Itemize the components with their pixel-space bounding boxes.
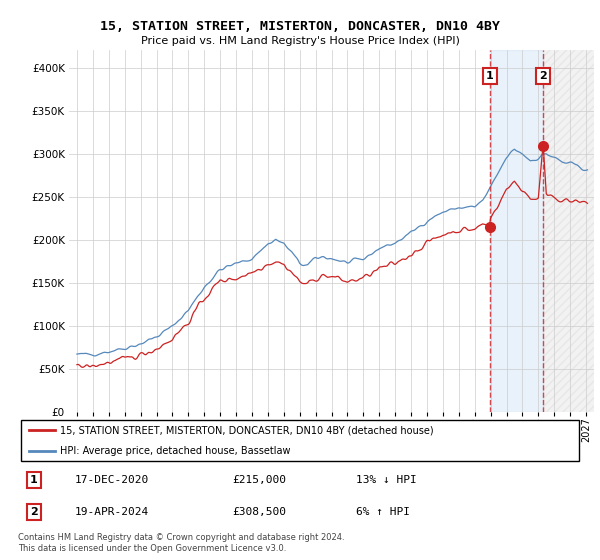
Text: HPI: Average price, detached house, Bassetlaw: HPI: Average price, detached house, Bass… [60,446,291,456]
Text: £308,500: £308,500 [232,507,286,517]
Text: 6% ↑ HPI: 6% ↑ HPI [356,507,410,517]
FancyBboxPatch shape [21,420,579,461]
Bar [490,50,543,412]
Text: 2: 2 [30,507,38,517]
Text: 2: 2 [539,71,547,81]
Text: 15, STATION STREET, MISTERTON, DONCASTER, DN10 4BY (detached house): 15, STATION STREET, MISTERTON, DONCASTER… [60,425,434,435]
Text: 17-DEC-2020: 17-DEC-2020 [74,475,149,484]
Text: Price paid vs. HM Land Registry's House Price Index (HPI): Price paid vs. HM Land Registry's House … [140,36,460,46]
Text: £215,000: £215,000 [232,475,286,484]
Text: 13% ↓ HPI: 13% ↓ HPI [356,475,417,484]
Text: 15, STATION STREET, MISTERTON, DONCASTER, DN10 4BY: 15, STATION STREET, MISTERTON, DONCASTER… [100,20,500,32]
Text: 1: 1 [486,71,494,81]
Text: 19-APR-2024: 19-APR-2024 [74,507,149,517]
Text: Contains HM Land Registry data © Crown copyright and database right 2024.
This d: Contains HM Land Registry data © Crown c… [18,533,344,553]
Bar [543,50,594,412]
Text: 1: 1 [30,475,38,484]
